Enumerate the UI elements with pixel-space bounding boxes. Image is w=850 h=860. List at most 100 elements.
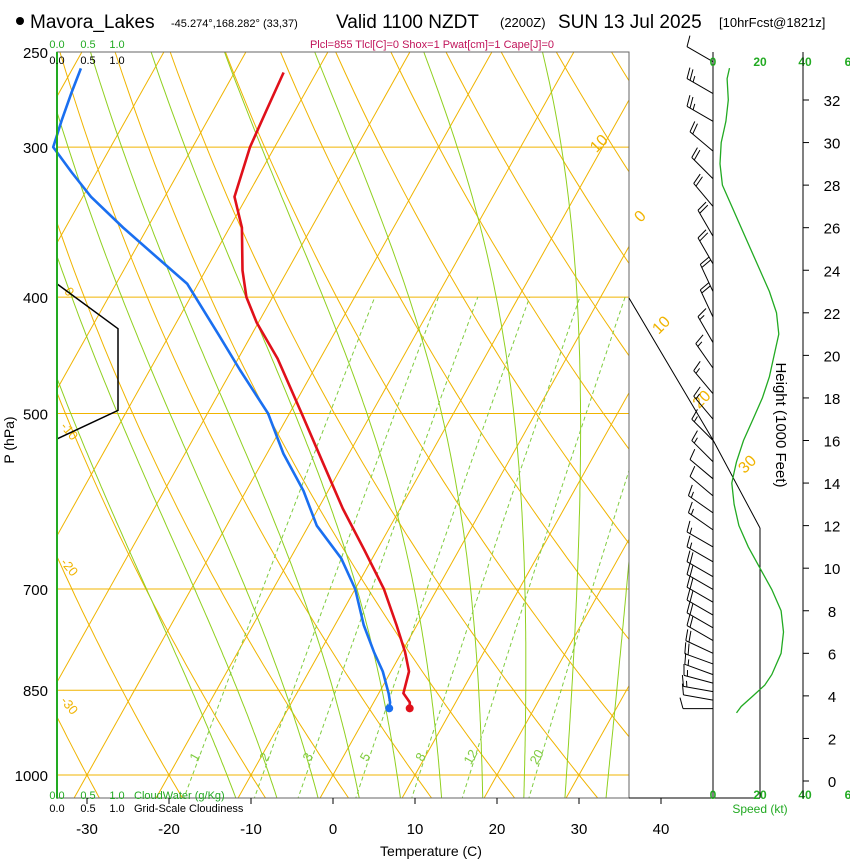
wind-barb <box>687 501 714 531</box>
wind-barb-feather <box>687 484 693 496</box>
wind-barb-staff <box>684 663 714 676</box>
temperature-tick-label: -30 <box>76 821 98 838</box>
wind-barb <box>686 576 714 603</box>
isotherm-line <box>73 52 493 798</box>
temperature-tick-label: -10 <box>240 821 262 838</box>
wind-barb-staff <box>684 653 714 665</box>
wind-barb-staff <box>689 131 714 152</box>
mixing-ratio-label: 20 <box>526 747 546 767</box>
wind-barb-half-feather <box>689 542 693 549</box>
height-tick-label: 12 <box>824 519 841 536</box>
wind-barb-feather <box>684 652 687 665</box>
wind-barb-half-feather <box>690 508 694 515</box>
wind-barb-staff <box>691 418 714 441</box>
dry-adiabat-line <box>59 52 433 798</box>
wind-barb-half-feather <box>693 437 698 444</box>
wind-barb-staff <box>683 674 714 684</box>
cloudwater-tick-label-bottom: 0.0 <box>49 790 64 802</box>
wind-barb-half-feather <box>693 416 698 423</box>
wind-barb-staff <box>683 685 714 693</box>
wind-barb <box>686 535 714 563</box>
cloudiness-tick-label-bottom: 0.0 <box>49 803 64 815</box>
wind-barb-feather <box>686 588 691 601</box>
temperature-trace <box>233 71 412 709</box>
wind-barb-feather <box>693 361 701 371</box>
wind-barb-feather <box>684 642 687 654</box>
wind-barb-half-feather <box>697 341 703 347</box>
wind-barb <box>697 229 714 265</box>
cloudwater-tick-label-top: 1.0 <box>109 39 124 51</box>
moist-adiabat-line <box>541 52 582 798</box>
wind-barb-feather <box>686 520 691 533</box>
pressure-tick-label: 250 <box>23 45 48 62</box>
wind-barb-staff <box>697 237 714 265</box>
dry-adiabat-line <box>445 52 629 357</box>
wind-barb-half-feather <box>692 103 696 110</box>
height-tick-label: 24 <box>824 263 841 280</box>
wind-barb-feather <box>693 149 701 161</box>
wind-barb-staff <box>686 574 714 590</box>
cloudiness-tick-label-top: 1.0 <box>109 55 124 67</box>
station-coords: -45.274°,168.282° (33,37) <box>171 18 298 30</box>
wind-barb-feather <box>699 204 709 214</box>
cloud-axis-bottom-ticks: 0.0 0.5 1.0 0.0 0.5 1.0 <box>49 790 124 815</box>
wind-barb-staff <box>686 561 714 578</box>
wind-barb-feather <box>686 576 691 588</box>
wind-barb-staff <box>693 183 714 207</box>
mixing-ratio-line <box>461 296 626 798</box>
wind-barb-feather <box>691 430 698 441</box>
cloudwater-tick-label-top: 0.0 <box>49 39 64 51</box>
isotherm-line <box>57 52 247 391</box>
wind-barb <box>689 465 714 497</box>
wind-tick-label-bottom: 6 <box>845 788 850 802</box>
wind-barb <box>695 334 714 369</box>
height-axis-title: Height (1000 Feet) <box>772 362 789 487</box>
isotherm-line <box>401 391 629 798</box>
cloudiness-label: Grid-Scale Cloudiness <box>134 803 244 815</box>
temperature-tick-label: 40 <box>653 821 670 838</box>
moist-adiabat-line <box>314 52 484 798</box>
sounding-parameters: Plcl=855 Tlcl[C]=0 Shox=1 Pwat[cm]=1 Cap… <box>310 39 554 51</box>
pressure-tick-label: 700 <box>23 582 48 599</box>
mixing-ratio-line <box>253 296 439 798</box>
cloudiness-tick-label-top: 0.0 <box>49 55 64 67</box>
isotherm-line <box>57 52 411 684</box>
wind-barb-feather <box>699 282 710 291</box>
wind-barb-feather <box>685 629 689 641</box>
wind-barb <box>686 520 714 548</box>
height-tick-label: 10 <box>824 561 841 578</box>
wind-barb-feather <box>691 409 698 420</box>
wind-barb-feather <box>689 552 694 564</box>
wind-barb-feather <box>689 121 696 133</box>
height-tick-label: 0 <box>828 774 836 791</box>
wind-barb <box>693 361 714 395</box>
wind-barb-half-feather <box>689 527 693 534</box>
wind-barb-feather <box>697 201 707 211</box>
dry-adiabat-line <box>114 52 516 798</box>
pressure-tick-label: 1000 <box>15 768 48 785</box>
wind-barbs <box>679 35 714 710</box>
wind-barb <box>686 67 714 95</box>
wind-barb <box>691 430 714 463</box>
y-axis-title: P (hPa) <box>1 416 17 463</box>
wind-barb-staff <box>688 495 714 514</box>
wind-barb-feather <box>701 259 711 268</box>
wind-barb-staff <box>699 264 714 292</box>
isotherm-line <box>237 98 629 798</box>
isotherm-line <box>57 52 165 244</box>
wind-barb <box>686 550 714 578</box>
wind-barb-half-feather <box>690 491 694 498</box>
mixing-ratio-line <box>411 296 581 798</box>
wind-tick-label-bottom: 40 <box>798 788 812 802</box>
mixing-ratio-line <box>183 296 376 798</box>
cloudwater-tick-label-top: 0.5 <box>80 39 95 51</box>
wind-barb <box>686 614 714 641</box>
wind-barb-staff <box>689 459 714 480</box>
wind-barb-staff <box>689 476 714 497</box>
cloudiness-tick-label-bottom: 1.0 <box>109 803 124 815</box>
cloudwater-label: CloudWater (g/Kg) <box>134 790 225 802</box>
wind-barb <box>697 201 714 237</box>
wind-barb-feather <box>689 565 694 577</box>
station-marker-icon <box>16 17 24 25</box>
wind-barb <box>699 282 714 318</box>
